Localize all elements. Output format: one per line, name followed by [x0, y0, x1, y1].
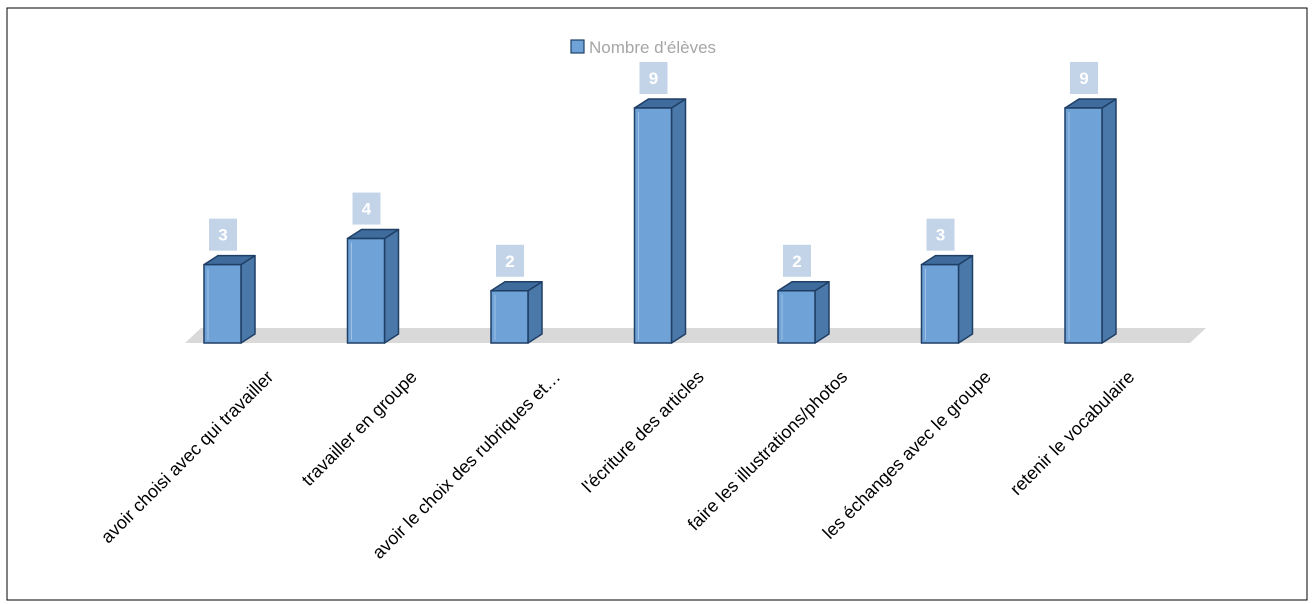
bar-side — [527, 281, 543, 344]
legend: Nombre d'élèves — [570, 38, 716, 57]
bar-front — [777, 290, 816, 344]
bar-4: 9 — [633, 62, 687, 344]
bar-6: 3 — [920, 218, 974, 344]
chart-floor — [185, 328, 1206, 343]
bar-side — [670, 98, 687, 344]
bar-front — [346, 237, 386, 344]
bar-front — [633, 107, 673, 344]
legend-swatch — [570, 39, 585, 54]
bar-5: 2 — [777, 244, 830, 344]
data-label: 3 — [936, 226, 945, 245]
data-label-box — [783, 244, 811, 277]
data-label-box — [1070, 62, 1098, 94]
data-label-box — [209, 218, 237, 251]
data-label: 2 — [792, 252, 801, 271]
data-label: 2 — [505, 252, 514, 271]
data-label: 3 — [218, 226, 227, 245]
bar-front — [920, 263, 960, 344]
data-label: 9 — [649, 69, 658, 88]
data-label-box — [496, 244, 524, 277]
legend-label: Nombre d'élèves — [589, 38, 716, 57]
bar-side — [957, 254, 974, 344]
data-label-box — [926, 218, 955, 251]
bar-side — [1101, 98, 1117, 344]
data-label: 4 — [362, 200, 372, 219]
bar-1: 3 — [203, 218, 256, 344]
bar-7: 9 — [1064, 62, 1117, 344]
bar-side — [814, 281, 830, 344]
bar-front — [490, 290, 529, 344]
data-label-box — [639, 62, 668, 94]
bars: 3 4 2 9 2 3 9 — [203, 62, 1117, 344]
bar-side — [383, 228, 400, 344]
bar-side — [240, 254, 256, 344]
data-label: 9 — [1079, 69, 1088, 88]
bar-3: 2 — [490, 244, 543, 344]
data-label-box — [352, 192, 381, 225]
bar-front — [203, 263, 242, 344]
bar-2: 4 — [346, 192, 400, 344]
bar-front — [1064, 107, 1103, 344]
